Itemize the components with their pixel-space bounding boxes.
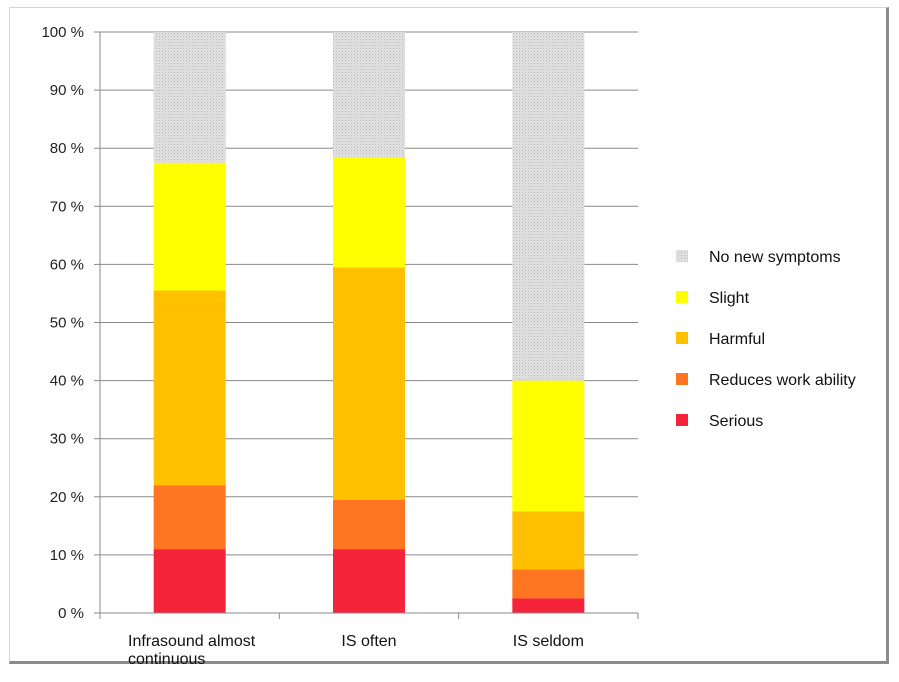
y-tick-label: 70 % [50,198,84,215]
legend-swatch-serious [676,414,688,426]
legend-label-harmful: Harmful [709,331,765,348]
bar-segment-reduces-work-ability [153,485,226,550]
legend-swatch-slight [676,291,688,303]
legend-label-slight: Slight [709,290,750,307]
x-category-label: IS often [341,633,396,650]
bar-segment-no-new-symptoms [333,32,405,157]
bars [153,32,585,613]
y-tick-label: 100 % [41,24,84,41]
y-tick-label: 50 % [50,315,84,332]
bar-segment-no-new-symptoms [512,32,585,381]
x-category-label: Infrasound almost continuous [128,633,256,668]
legend-swatch-no-new-symptoms [676,250,688,262]
bar-segment-reduces-work-ability [512,569,585,599]
y-tick-label: 40 % [50,373,84,390]
bar-segment-no-new-symptoms [153,32,226,163]
bar-segment-reduces-work-ability [333,499,405,550]
legend-swatch-harmful [676,332,688,344]
y-tick-label: 90 % [50,82,84,99]
legend-label-no-new-symptoms: No new symptoms [709,249,841,266]
x-category-label: IS seldom [513,633,584,650]
bar-segment-serious [512,598,585,613]
bar-segment-harmful [153,290,226,486]
y-tick-label: 60 % [50,256,84,273]
bar-segment-slight [333,156,405,268]
y-tick-label: 10 % [50,547,84,564]
y-tick-label: 30 % [50,431,84,448]
y-tick-label: 20 % [50,489,84,506]
bar-segment-harmful [333,267,405,500]
y-tick-label: 0 % [58,605,84,622]
bar-segment-serious [153,549,226,613]
legend-label-serious: Serious [709,413,763,430]
legend-label-reduces-work-ability: Reduces work ability [709,372,856,389]
axes: 0 % 10 % 20 % 30 % 40 % 50 % 60 % 70 % 80 % 90 % 1… [41,24,639,668]
y-tick-label: 80 % [50,140,84,157]
bar-segment-slight [153,162,226,291]
bar-segment-slight [512,380,585,512]
legend: No new symptoms Slight Harmful Reduces work… [676,249,856,430]
bar-segment-serious [333,549,405,613]
bar-segment-harmful [512,511,585,570]
legend-swatch-reduces-work-ability [676,373,688,385]
